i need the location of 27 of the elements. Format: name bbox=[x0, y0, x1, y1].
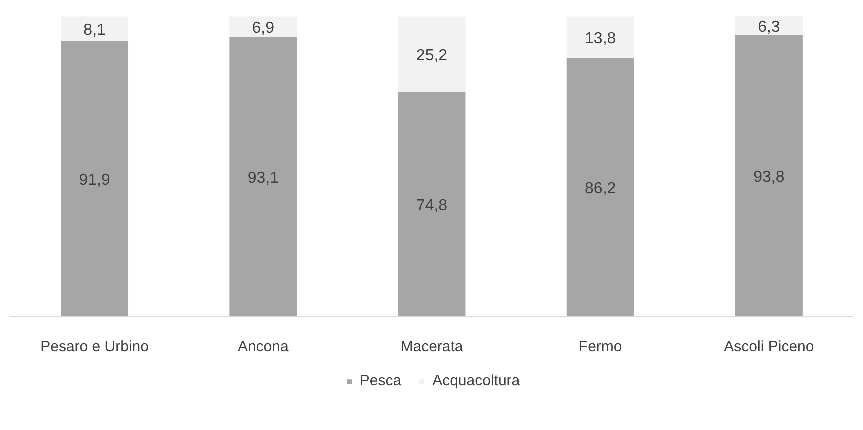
bar bbox=[61, 41, 129, 316]
x-tick-label: Fermo bbox=[578, 338, 622, 356]
x-tick-label: Ancona bbox=[238, 338, 290, 356]
bar bbox=[735, 35, 803, 316]
data-label: 86,2 bbox=[585, 180, 616, 198]
bar bbox=[566, 58, 634, 316]
data-label: 6,3 bbox=[758, 18, 780, 36]
x-tick-label: Macerata bbox=[400, 338, 464, 356]
data-label: 74,8 bbox=[416, 197, 448, 214]
legend-label: Acquacoltura bbox=[432, 372, 520, 390]
data-label: 6,9 bbox=[252, 20, 275, 38]
x-tick-label: Pesaro e Urbino bbox=[40, 338, 150, 356]
bar bbox=[398, 16, 466, 92]
x-tick-label: Ascoli Piceno bbox=[724, 338, 814, 356]
data-label: 93,1 bbox=[248, 170, 280, 187]
bar bbox=[566, 16, 634, 58]
data-label: 13,8 bbox=[585, 30, 616, 48]
data-label: 91,9 bbox=[79, 172, 110, 189]
data-label: 93,8 bbox=[754, 168, 785, 186]
bar bbox=[230, 37, 298, 316]
data-label: 25,2 bbox=[416, 48, 448, 65]
legend-label: Pesca bbox=[360, 372, 402, 390]
bar bbox=[735, 16, 803, 36]
bar bbox=[61, 16, 129, 42]
bar bbox=[398, 92, 466, 316]
data-label: 8,1 bbox=[84, 22, 106, 39]
bar bbox=[230, 16, 298, 38]
